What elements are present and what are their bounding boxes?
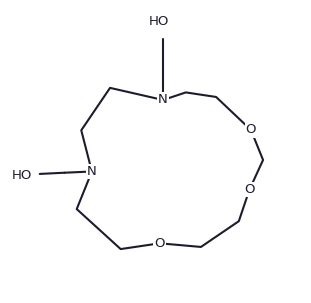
Text: N: N (87, 165, 97, 178)
Text: O: O (155, 237, 165, 250)
Text: N: N (158, 94, 168, 106)
Text: O: O (246, 124, 256, 136)
Text: HO: HO (12, 169, 32, 181)
Text: O: O (244, 183, 255, 196)
Text: HO: HO (148, 15, 169, 28)
